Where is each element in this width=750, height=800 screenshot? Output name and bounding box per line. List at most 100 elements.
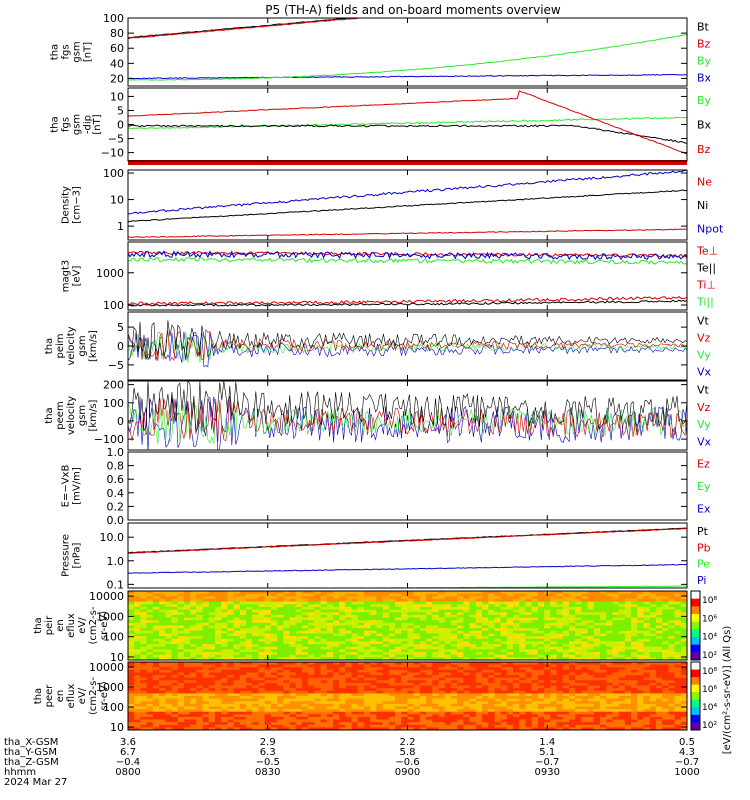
- spectrogram-cell: [649, 612, 657, 616]
- spectrogram-cell: [246, 641, 253, 645]
- spectrogram-cell: [612, 657, 620, 660]
- spectrogram-cell: [469, 654, 477, 658]
- spectrogram-cell: [128, 657, 135, 660]
- spectrogram-cell: [562, 690, 570, 694]
- spectrogram-cell: [451, 617, 458, 621]
- spectrogram-cell: [128, 591, 135, 595]
- spectrogram-cell: [649, 617, 657, 621]
- spectrogram-cell: [152, 662, 160, 666]
- spectrogram-cell: [469, 662, 477, 666]
- spectrogram-cell: [215, 719, 222, 723]
- spectrogram-cell: [376, 667, 384, 671]
- spectrogram-cell: [227, 669, 235, 673]
- spectrogram-cell: [301, 614, 309, 619]
- spectrogram-cell: [531, 667, 539, 671]
- spectrogram-cell: [183, 711, 191, 715]
- spectrogram-cell: [426, 701, 433, 705]
- spectrogram-cell: [506, 696, 514, 700]
- spectrogram-cell: [438, 604, 446, 608]
- spectrogram-cell: [674, 609, 682, 613]
- spectrogram-cell: [432, 696, 440, 700]
- spectrogram-cell: [581, 606, 589, 611]
- spectrogram-cell: [662, 680, 669, 684]
- spectrogram-cell: [581, 591, 589, 595]
- spectrogram-cell: [649, 599, 657, 603]
- spectrogram-cell: [171, 606, 179, 611]
- spectrogram-cell: [581, 664, 589, 668]
- spectrogram-cell: [270, 654, 278, 658]
- spectrogram-cell: [233, 685, 241, 689]
- spectrogram-cell: [233, 688, 241, 692]
- spectrogram-cell: [612, 617, 620, 621]
- spectrogram-cell: [190, 667, 197, 671]
- spectrogram-cell: [382, 612, 390, 616]
- spectrogram-cell: [612, 606, 620, 611]
- spectrogram-cell: [575, 698, 582, 702]
- spectrogram-cell: [419, 654, 427, 658]
- spectrogram-cell: [252, 593, 259, 597]
- spectrogram-cell: [457, 652, 464, 656]
- spectrogram-cell: [575, 688, 582, 692]
- spectrogram-cell: [227, 622, 235, 627]
- spectrogram-cell: [438, 693, 446, 697]
- spectrogram-cell: [612, 711, 620, 715]
- spectrogram-cell: [264, 680, 272, 684]
- spectrogram-cell: [593, 633, 601, 637]
- spectrogram-cell: [457, 709, 464, 713]
- spectrogram-cell: [631, 601, 638, 605]
- spectrogram-cell: [525, 644, 533, 648]
- spectrogram-cell: [457, 698, 464, 702]
- spectrogram-cell: [128, 688, 135, 692]
- spectrogram-cell: [370, 654, 377, 658]
- spectrogram-cell: [382, 667, 390, 671]
- spectrogram-cell: [438, 591, 446, 595]
- spectrogram-cell: [283, 638, 291, 643]
- spectrogram-cell: [401, 703, 409, 707]
- spectrogram-cell: [146, 617, 154, 621]
- spectrogram-cell: [426, 690, 433, 694]
- spectrogram-cell: [264, 636, 272, 640]
- spectrogram-cell: [364, 662, 371, 666]
- spectrogram-cell: [128, 664, 135, 668]
- spectrogram-cell: [469, 644, 477, 648]
- spectrogram-cell: [351, 638, 359, 643]
- spectrogram-cell: [457, 638, 464, 643]
- spectrogram-cell: [680, 690, 687, 694]
- spectrogram-cell: [600, 614, 607, 619]
- spectrogram-cell: [569, 612, 576, 616]
- spectrogram-cell: [612, 636, 620, 640]
- spectrogram-cell: [500, 596, 508, 600]
- spectrogram-cell: [364, 698, 371, 702]
- spectrogram-cell: [239, 719, 247, 723]
- spectrogram-cell: [134, 722, 141, 726]
- spectrogram-cell: [202, 622, 210, 627]
- spectrogram-cell: [494, 641, 502, 645]
- spectrogram-cell: [550, 633, 558, 637]
- spectrogram-cell: [444, 727, 452, 730]
- spectrogram-cell: [264, 693, 272, 697]
- spectrogram-cell: [674, 622, 682, 627]
- spectrogram-cell: [668, 711, 676, 715]
- spectrogram-cell: [537, 716, 545, 721]
- spectrogram-cell: [190, 703, 197, 707]
- spectrogram-cell: [606, 604, 614, 608]
- spectrogram-cell: [637, 677, 645, 681]
- spectrogram-cell: [438, 677, 446, 681]
- spectrogram-cell: [326, 649, 334, 653]
- spectrogram-cell: [506, 698, 514, 702]
- spectrogram-cell: [165, 724, 173, 728]
- spectrogram-cell: [662, 657, 669, 660]
- spectrogram-cell: [159, 719, 166, 723]
- spectrogram-cell: [171, 714, 179, 718]
- spectrogram-cell: [469, 633, 477, 637]
- spectrogram-cell: [643, 727, 651, 730]
- spectrogram-cell: [382, 688, 390, 692]
- spectrogram-cell: [252, 596, 259, 600]
- spectrogram-cell: [146, 696, 154, 700]
- spectrogram-cell: [382, 609, 390, 613]
- spectrogram-cell: [277, 703, 284, 707]
- spectrogram-cell: [482, 593, 489, 597]
- spectrogram-cell: [444, 709, 452, 713]
- spectrogram-cell: [482, 604, 489, 608]
- spectrogram-cell: [649, 688, 657, 692]
